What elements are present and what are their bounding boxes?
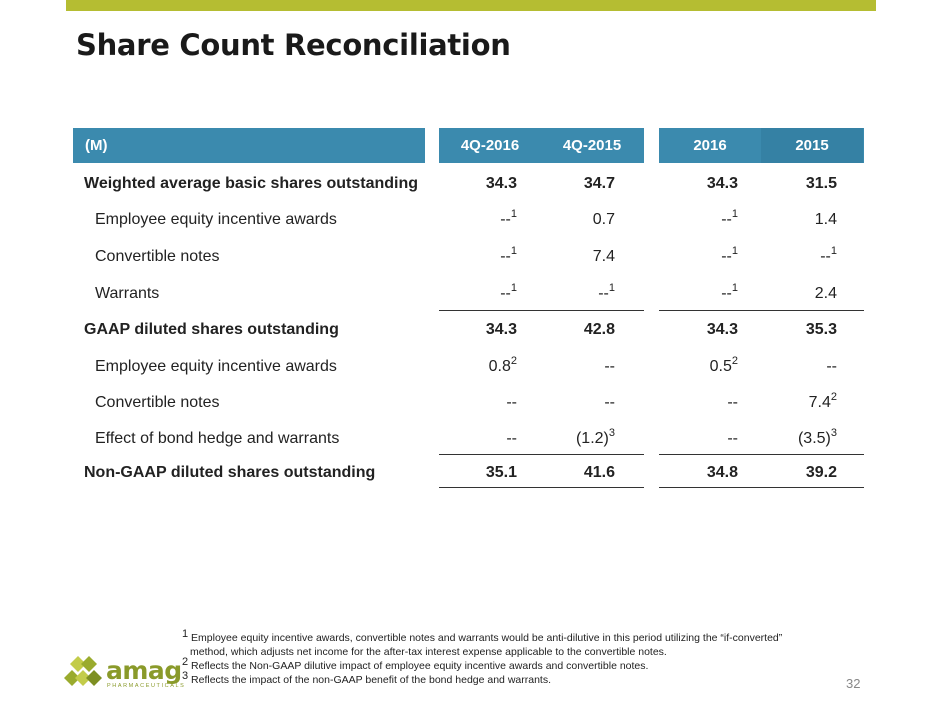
- cell-value: --: [727, 430, 738, 447]
- col-header-2016: 2016: [693, 137, 727, 154]
- cell-value: (1.2)3: [575, 427, 615, 448]
- table-header-label: (M): [73, 128, 425, 163]
- cell-value: 7.42: [808, 391, 837, 412]
- cell-value: --: [727, 394, 738, 411]
- table-row: Employee equity incentive awards 0.82 --…: [0, 349, 940, 385]
- table-row: Convertible notes --1 7.4 --1 --1: [0, 239, 940, 275]
- amag-diamond-logo-icon: [64, 656, 102, 686]
- cell-value: 35.3: [805, 321, 837, 338]
- cell-value: --: [826, 358, 837, 375]
- cell-value: 7.4: [592, 248, 615, 265]
- cell-value: --1: [721, 282, 738, 303]
- cell-value: --: [604, 394, 615, 411]
- page-number: 32: [846, 676, 861, 691]
- row-label: Employee equity incentive awards: [95, 358, 337, 375]
- col-header-2015: 2015: [761, 128, 863, 163]
- cell-value: 42.8: [583, 321, 615, 338]
- units-label: (M): [85, 137, 108, 154]
- footnote-3: 3 Reflects the impact of the non-GAAP be…: [182, 670, 551, 687]
- row-label: Weighted average basic shares outstandin…: [84, 175, 419, 192]
- cell-value: 0.7: [592, 211, 615, 228]
- cell-value: --1: [500, 245, 517, 266]
- table-header-quarters: 4Q-2016 4Q-2015: [439, 128, 644, 163]
- cell-value: --: [604, 358, 615, 375]
- table-row: Convertible notes -- -- -- 7.42: [0, 385, 940, 421]
- row-label: Warrants: [95, 285, 160, 302]
- col-header-4q2015: 4Q-2015: [562, 137, 622, 154]
- table-row: Non-GAAP diluted shares outstanding 35.1…: [0, 455, 940, 491]
- table-row: Employee equity incentive awards --1 0.7…: [0, 202, 940, 238]
- cell-value: 2.4: [814, 285, 837, 302]
- cell-value: --1: [598, 282, 615, 303]
- footnote-2: 2 Reflects the Non-GAAP dilutive impact …: [182, 656, 649, 673]
- cell-value: 34.3: [485, 175, 517, 192]
- cell-value: 34.3: [706, 175, 738, 192]
- subtotal-rule: [439, 310, 644, 311]
- cell-value: 1.4: [814, 211, 837, 228]
- cell-value: --1: [721, 208, 738, 229]
- cell-value: 35.1: [485, 464, 517, 481]
- row-label: Convertible notes: [95, 248, 220, 265]
- subtotal-rule: [659, 310, 864, 311]
- footnotes: 1 Employee equity incentive awards, conv…: [182, 628, 822, 687]
- table-row: Effect of bond hedge and warrants -- (1.…: [0, 421, 940, 457]
- cell-value: 39.2: [805, 464, 837, 481]
- table-header-years: 2016 2015: [659, 128, 864, 163]
- footnote-1: 1 Employee equity incentive awards, conv…: [182, 628, 783, 645]
- cell-value: (3.5)3: [797, 427, 837, 448]
- logo-wordmark: amag: [106, 656, 182, 685]
- cell-value: 31.5: [805, 175, 837, 192]
- cell-value: 34.7: [583, 175, 615, 192]
- cell-value: --: [506, 394, 517, 411]
- page-title: Share Count Reconciliation: [76, 28, 511, 62]
- table-row: Weighted average basic shares outstandin…: [0, 166, 940, 202]
- logo-tagline: PHARMACEUTICALS: [107, 683, 186, 689]
- cell-value: --: [506, 430, 517, 447]
- cell-value: 34.3: [485, 321, 517, 338]
- row-label: Non-GAAP diluted shares outstanding: [84, 464, 376, 481]
- cell-value: 41.6: [583, 464, 615, 481]
- cell-value: --1: [500, 282, 517, 303]
- total-rule: [659, 454, 864, 455]
- row-label: Effect of bond hedge and warrants: [95, 430, 340, 447]
- total-rule: [659, 487, 864, 488]
- table-row: Warrants --1 --1 --1 2.4: [0, 276, 940, 312]
- col-header-4q2016: 4Q-2016: [460, 137, 520, 154]
- total-rule: [439, 454, 644, 455]
- cell-value: 0.52: [709, 355, 738, 376]
- cell-value: 34.3: [706, 321, 738, 338]
- row-label: Convertible notes: [95, 394, 220, 411]
- total-rule: [439, 487, 644, 488]
- table-row: GAAP diluted shares outstanding 34.3 42.…: [0, 312, 940, 348]
- top-accent-bar: [66, 0, 876, 11]
- cell-value: 34.8: [706, 464, 738, 481]
- cell-value: --1: [820, 245, 837, 266]
- footnote-1-cont: method, which adjusts net income for the…: [190, 646, 667, 658]
- cell-value: --1: [721, 245, 738, 266]
- row-label: GAAP diluted shares outstanding: [84, 321, 339, 338]
- row-label: Employee equity incentive awards: [95, 211, 337, 228]
- cell-value: --1: [500, 208, 517, 229]
- cell-value: 0.82: [488, 355, 517, 376]
